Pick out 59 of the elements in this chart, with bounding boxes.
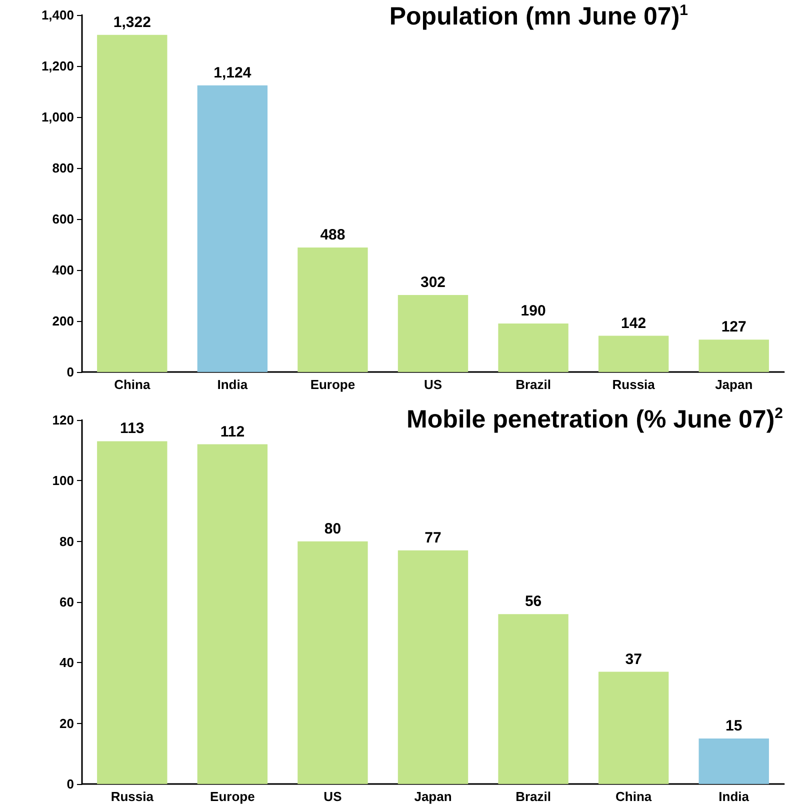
data-label: 112 <box>220 423 245 440</box>
data-label: 113 <box>120 420 144 438</box>
x-tick-label: China <box>616 789 652 804</box>
y-tick-label: 1,400 <box>41 8 74 22</box>
y-tick-label: 80 <box>60 534 74 549</box>
x-tick-label: Europe <box>310 377 356 392</box>
y-tick-label: 400 <box>52 262 74 278</box>
bar <box>498 614 568 784</box>
data-label: 1,322 <box>113 14 151 31</box>
data-label: 190 <box>520 302 546 320</box>
x-tick-label: India <box>217 377 248 392</box>
y-tick-label: 60 <box>60 594 74 610</box>
chart-title: Mobile penetration (% June 07)$^{2}$ <box>406 405 783 434</box>
data-label: 302 <box>420 274 446 291</box>
bar <box>598 336 669 372</box>
data-label: 77 <box>424 529 442 546</box>
x-tick-label: Brazil <box>516 789 551 804</box>
x-tick-label: US <box>324 789 342 804</box>
x-tick-label: US <box>424 377 442 392</box>
bar <box>298 541 368 784</box>
y-tick-label: 600 <box>52 212 74 226</box>
y-tick-label: 200 <box>52 314 74 328</box>
y-tick-label: 120 <box>52 412 74 428</box>
x-tick-label: China <box>114 377 151 392</box>
bar <box>197 85 268 372</box>
bar <box>598 672 669 784</box>
x-tick-label: Europe <box>210 789 255 804</box>
data-label: 15 <box>726 718 742 734</box>
data-label: 37 <box>625 650 642 668</box>
y-tick-label: 1,000 <box>41 110 74 124</box>
y-tick-label: 0 <box>66 364 74 380</box>
bar <box>298 248 368 372</box>
x-tick-label: Japan <box>414 789 452 804</box>
data-label: 488 <box>320 226 346 244</box>
data-label: 142 <box>621 314 646 332</box>
y-tick-label: 100 <box>52 473 74 488</box>
y-tick-label: 20 <box>60 716 74 731</box>
chart-title: Population (mn June 07)$^{1}$ <box>389 2 688 32</box>
bar <box>97 441 168 784</box>
x-tick-label: Japan <box>715 377 753 392</box>
x-tick-label: Brazil <box>516 377 551 392</box>
x-tick-label: India <box>718 789 750 804</box>
y-tick-label: 1,200 <box>41 58 74 74</box>
data-label: 127 <box>721 318 746 336</box>
bar <box>698 340 769 372</box>
data-label: 56 <box>524 593 542 610</box>
y-tick-label: 800 <box>52 160 74 176</box>
data-label: 80 <box>324 520 342 538</box>
bar <box>97 34 168 372</box>
y-tick-label: 40 <box>60 655 74 670</box>
y-tick-label: 0 <box>66 776 74 792</box>
x-tick-label: Russia <box>110 789 154 804</box>
data-label: 1,124 <box>214 64 252 82</box>
x-tick-label: Russia <box>612 377 656 392</box>
bar <box>498 324 568 372</box>
bar <box>698 738 769 784</box>
bar <box>197 444 268 784</box>
bar <box>398 294 468 372</box>
bar <box>398 550 468 784</box>
